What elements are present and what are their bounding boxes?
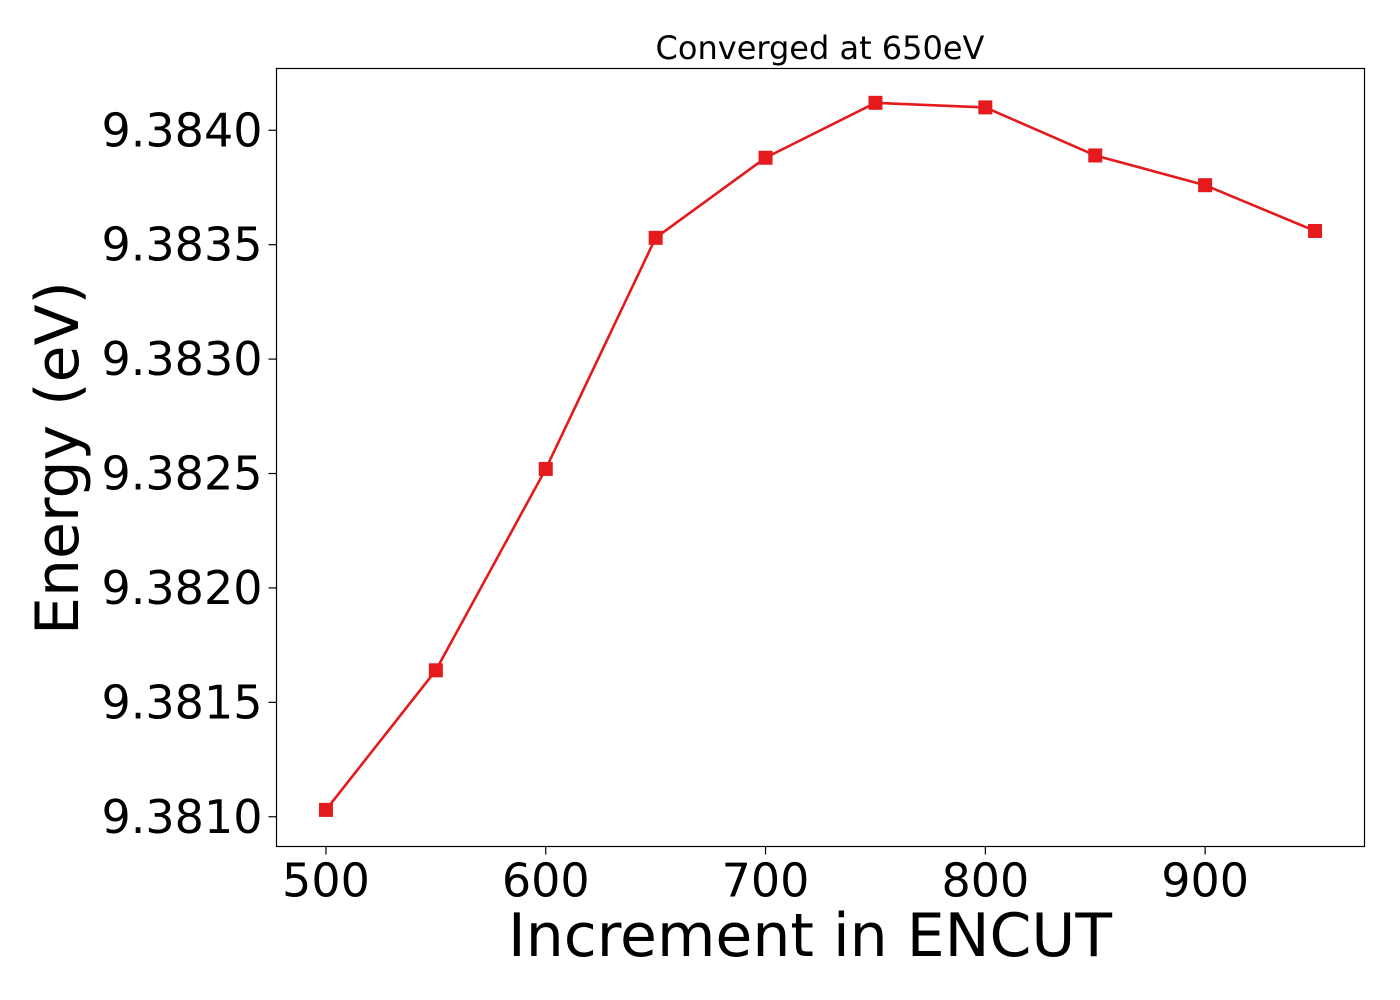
y-axis-label: Energy (eV): [23, 281, 93, 635]
data-point-marker: [1198, 178, 1213, 193]
x-axis: 500 600 700 800 900: [282, 846, 1249, 908]
y-tick-label: 9.3810: [102, 790, 263, 844]
plot-area-frame: [275, 67, 1366, 848]
x-tick-label: 700: [722, 854, 810, 908]
y-tick-label: 9.3840: [102, 103, 263, 157]
x-tick-label: 500: [282, 854, 370, 908]
y-tick-label: 9.3830: [102, 332, 263, 386]
y-tick-label: 9.3820: [102, 561, 263, 615]
x-tick-label: 600: [502, 854, 590, 908]
data-point-marker: [648, 230, 663, 245]
data-point-marker: [1308, 223, 1323, 238]
data-point-marker: [978, 100, 993, 115]
y-tick-label: 9.3835: [102, 218, 263, 272]
series-layer: [318, 95, 1323, 817]
x-axis-label: Increment in ENCUT: [508, 901, 1112, 971]
data-point-marker: [318, 802, 333, 817]
data-point-marker: [1088, 148, 1103, 163]
chart-title: Converged at 650eV: [656, 29, 985, 67]
data-point-marker: [538, 461, 553, 476]
x-tick-label: 900: [1161, 854, 1249, 908]
y-tick-label: 9.3815: [102, 675, 263, 729]
data-point-marker: [428, 663, 443, 678]
data-point-marker: [868, 95, 883, 110]
y-tick-label: 9.3825: [102, 447, 263, 501]
x-tick-label: 800: [941, 854, 1029, 908]
y-axis: 9.3810 9.3815 9.3820 9.3825 9.3830 9.3835 9.38…: [102, 103, 277, 844]
data-point-marker: [758, 150, 773, 165]
series-line: [324, 101, 1316, 811]
